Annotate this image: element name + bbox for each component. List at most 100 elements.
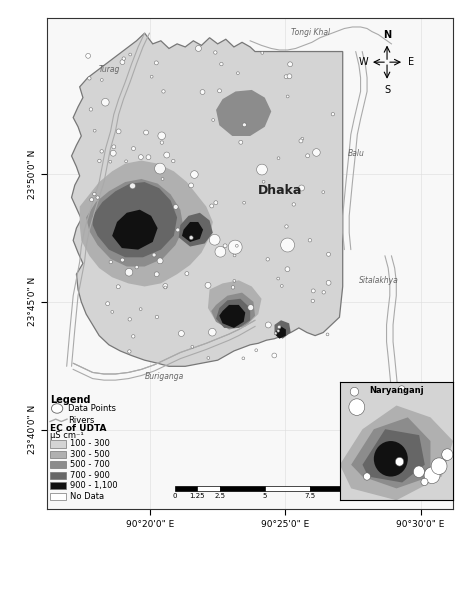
Point xyxy=(282,72,290,82)
Point xyxy=(153,269,160,279)
Text: EC of UDTA: EC of UDTA xyxy=(50,424,107,433)
Text: 900 - 1,100: 900 - 1,100 xyxy=(70,481,118,490)
Point xyxy=(118,255,126,265)
Point xyxy=(158,138,166,147)
Polygon shape xyxy=(72,33,343,366)
Point xyxy=(284,240,291,250)
Point xyxy=(125,268,133,277)
Point xyxy=(212,198,219,207)
Point xyxy=(260,177,267,186)
Point xyxy=(101,98,109,107)
Point xyxy=(233,241,241,250)
Bar xyxy=(50,451,66,458)
Point xyxy=(126,314,134,324)
Point xyxy=(172,202,179,212)
Polygon shape xyxy=(86,179,184,266)
Bar xyxy=(265,485,310,491)
Point xyxy=(278,281,286,291)
Point xyxy=(270,350,278,360)
Circle shape xyxy=(413,466,424,478)
Point xyxy=(221,241,229,250)
Point xyxy=(187,181,195,190)
Point xyxy=(287,60,294,69)
Point xyxy=(161,281,169,291)
Point xyxy=(98,75,106,85)
Circle shape xyxy=(363,473,371,480)
Point xyxy=(275,153,282,163)
Point xyxy=(211,48,219,57)
Point xyxy=(247,303,254,313)
Point xyxy=(286,72,293,81)
Point xyxy=(96,156,103,166)
Circle shape xyxy=(396,458,404,466)
Bar xyxy=(50,493,66,500)
Point xyxy=(87,105,95,114)
Point xyxy=(126,347,133,356)
Text: Dhaka: Dhaka xyxy=(258,184,303,197)
Point xyxy=(98,147,105,156)
Point xyxy=(129,181,136,191)
Bar xyxy=(50,472,66,479)
Point xyxy=(275,326,282,336)
Point xyxy=(259,48,266,57)
Polygon shape xyxy=(275,326,286,339)
Point xyxy=(258,165,266,174)
Text: 100 - 300: 100 - 300 xyxy=(70,439,110,449)
Point xyxy=(156,256,164,266)
Point xyxy=(84,51,92,60)
Point xyxy=(217,247,224,256)
Point xyxy=(122,156,130,166)
Bar xyxy=(310,485,355,491)
Point xyxy=(160,86,167,96)
Circle shape xyxy=(349,399,365,416)
Point xyxy=(129,332,137,341)
Point xyxy=(163,150,170,160)
Text: 2.5: 2.5 xyxy=(214,493,225,499)
Point xyxy=(229,282,237,292)
Text: 0: 0 xyxy=(172,493,177,499)
Point xyxy=(264,320,272,330)
Circle shape xyxy=(51,404,63,413)
Point xyxy=(320,188,327,197)
Text: W: W xyxy=(358,57,368,67)
Point xyxy=(153,312,160,321)
Point xyxy=(109,307,116,317)
Text: Legend: Legend xyxy=(50,395,91,406)
Point xyxy=(209,327,216,337)
Text: Balu: Balu xyxy=(347,149,364,158)
Point xyxy=(306,236,314,245)
Polygon shape xyxy=(239,111,258,131)
Polygon shape xyxy=(179,213,213,246)
Point xyxy=(208,201,216,211)
Point xyxy=(158,131,166,140)
Point xyxy=(91,189,98,199)
Polygon shape xyxy=(219,305,245,328)
Bar xyxy=(197,485,219,491)
Text: E: E xyxy=(408,57,414,67)
Polygon shape xyxy=(362,429,425,482)
Point xyxy=(130,144,137,153)
Point xyxy=(234,69,242,78)
Point xyxy=(284,265,291,274)
Point xyxy=(94,193,101,202)
Text: μS cm⁻¹: μS cm⁻¹ xyxy=(50,431,84,440)
Point xyxy=(194,44,202,53)
Point xyxy=(253,346,260,355)
Point xyxy=(159,174,166,184)
Circle shape xyxy=(424,467,440,484)
Polygon shape xyxy=(275,320,291,339)
Point xyxy=(312,148,320,157)
Point xyxy=(284,92,291,101)
Point xyxy=(118,57,126,67)
Polygon shape xyxy=(351,417,430,488)
Point xyxy=(324,330,331,339)
Point xyxy=(85,73,93,83)
Point xyxy=(211,235,219,244)
Point xyxy=(156,164,164,173)
Point xyxy=(152,58,160,67)
Point xyxy=(110,149,117,158)
Point xyxy=(231,242,239,252)
Point xyxy=(88,195,95,204)
Point xyxy=(191,170,198,179)
Point xyxy=(107,157,114,166)
